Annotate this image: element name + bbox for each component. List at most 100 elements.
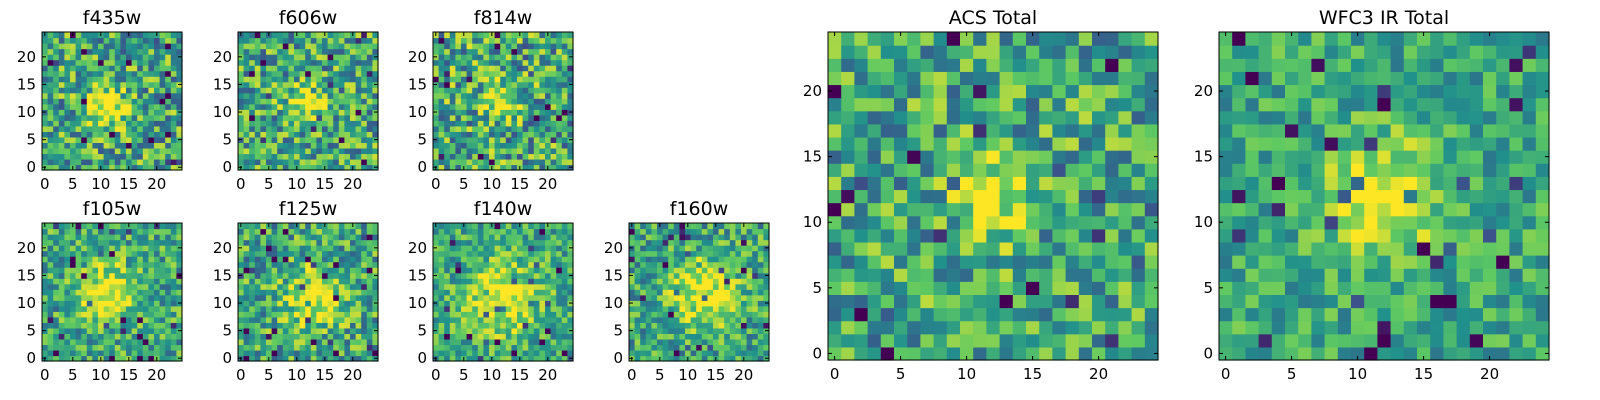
heatmap-cell bbox=[361, 300, 368, 307]
heatmap-cell bbox=[58, 114, 65, 121]
heatmap-cell bbox=[505, 256, 512, 263]
heatmap-cell bbox=[109, 164, 116, 171]
heatmap-cell bbox=[707, 311, 714, 318]
heatmap-cell bbox=[433, 267, 440, 274]
heatmap-cell bbox=[126, 109, 133, 116]
heatmap-cell bbox=[120, 223, 127, 230]
heatmap-cell bbox=[159, 65, 166, 72]
heatmap-cell bbox=[260, 158, 267, 166]
heatmap-cell bbox=[828, 202, 842, 217]
heatmap-cell bbox=[528, 239, 535, 246]
heatmap-cell bbox=[338, 70, 345, 77]
heatmap-cell bbox=[355, 355, 362, 362]
heatmap-cell bbox=[466, 153, 473, 160]
heatmap-cell bbox=[282, 92, 289, 99]
heatmap-cell bbox=[701, 333, 708, 340]
heatmap-cell bbox=[92, 300, 99, 307]
heatmap-cell bbox=[444, 70, 451, 77]
heatmap-cell bbox=[176, 333, 183, 340]
heatmap-cell bbox=[455, 65, 462, 72]
heatmap-cell bbox=[854, 189, 869, 204]
heatmap-cell bbox=[477, 142, 484, 149]
heatmap-cell bbox=[58, 43, 65, 50]
heatmap-cell bbox=[322, 114, 329, 121]
heatmap-cell bbox=[489, 239, 496, 246]
heatmap-cell bbox=[350, 109, 357, 116]
heatmap-cell bbox=[483, 153, 490, 160]
heatmap-cell bbox=[120, 92, 127, 99]
heatmap-cell bbox=[294, 59, 301, 66]
heatmap-cell bbox=[310, 344, 317, 351]
heatmap-cell bbox=[148, 136, 155, 143]
heatmap-cell bbox=[120, 300, 127, 307]
heatmap-cell bbox=[260, 70, 267, 77]
heatmap-cell bbox=[920, 176, 935, 191]
heatmap-cell bbox=[137, 355, 144, 362]
heatmap-cell bbox=[249, 125, 256, 132]
heatmap-cell bbox=[366, 316, 373, 323]
heatmap-cell bbox=[466, 98, 473, 105]
heatmap-cell bbox=[668, 333, 675, 340]
heatmap-cell bbox=[539, 43, 546, 50]
heatmap-cell bbox=[350, 131, 357, 138]
heatmap-cell bbox=[142, 267, 149, 274]
heatmap-cell bbox=[444, 223, 451, 230]
heatmap-cell bbox=[142, 228, 149, 235]
heatmap-cell bbox=[567, 239, 574, 246]
heatmap-cell bbox=[438, 245, 445, 252]
heatmap-cell bbox=[449, 153, 456, 160]
heatmap-cell bbox=[254, 234, 261, 241]
heatmap-cell bbox=[477, 131, 484, 138]
heatmap-cell bbox=[288, 223, 295, 230]
heatmap-cell bbox=[455, 355, 462, 362]
heatmap-cell bbox=[238, 98, 245, 105]
heatmap-cell bbox=[361, 311, 368, 318]
heatmap-cell bbox=[477, 289, 484, 296]
heatmap-cell bbox=[47, 109, 54, 116]
heatmap-cell bbox=[159, 305, 166, 312]
heatmap-cell bbox=[350, 153, 357, 160]
heatmap-cell bbox=[266, 48, 273, 55]
heatmap-cell bbox=[511, 267, 518, 274]
x-tick-label: 5 bbox=[264, 366, 274, 384]
heatmap-cell bbox=[271, 278, 278, 285]
heatmap-cell bbox=[673, 234, 680, 241]
heatmap-cell bbox=[477, 245, 484, 252]
heatmap-cell bbox=[449, 349, 456, 357]
heatmap-cell bbox=[522, 76, 529, 83]
heatmap-cell bbox=[42, 267, 49, 274]
heatmap-cell bbox=[238, 234, 245, 241]
heatmap-cell bbox=[707, 223, 714, 230]
heatmap-cell bbox=[47, 267, 54, 274]
heatmap-cell bbox=[53, 109, 60, 116]
heatmap-cell bbox=[366, 289, 373, 296]
heatmap-cell bbox=[477, 294, 484, 301]
heatmap-cell bbox=[53, 267, 60, 274]
heatmap-cell bbox=[657, 289, 664, 296]
heatmap-cell bbox=[165, 48, 172, 55]
heatmap-cell bbox=[114, 272, 121, 279]
heatmap-cell bbox=[75, 322, 82, 329]
heatmap-cell bbox=[154, 234, 161, 241]
heatmap-cell bbox=[327, 272, 334, 279]
heatmap-cell bbox=[735, 344, 742, 351]
heatmap-cell bbox=[109, 114, 116, 121]
heatmap-cell bbox=[1131, 228, 1146, 243]
heatmap-cell bbox=[64, 278, 71, 285]
heatmap-cell bbox=[260, 289, 267, 296]
heatmap-cell bbox=[489, 349, 496, 357]
heatmap-cell bbox=[282, 333, 289, 340]
heatmap-cell bbox=[511, 81, 518, 88]
heatmap-cell bbox=[550, 267, 557, 274]
heatmap-cell bbox=[310, 76, 317, 83]
heatmap-cell bbox=[137, 316, 144, 323]
heatmap-cell bbox=[165, 305, 172, 312]
heatmap-cell bbox=[629, 283, 636, 290]
heatmap-cell bbox=[344, 76, 351, 83]
heatmap-cell bbox=[729, 289, 736, 296]
heatmap-cell bbox=[735, 349, 742, 357]
heatmap-cell bbox=[449, 65, 456, 72]
heatmap-cell bbox=[98, 261, 105, 268]
heatmap-cell bbox=[238, 65, 245, 72]
heatmap-cell bbox=[338, 239, 345, 246]
